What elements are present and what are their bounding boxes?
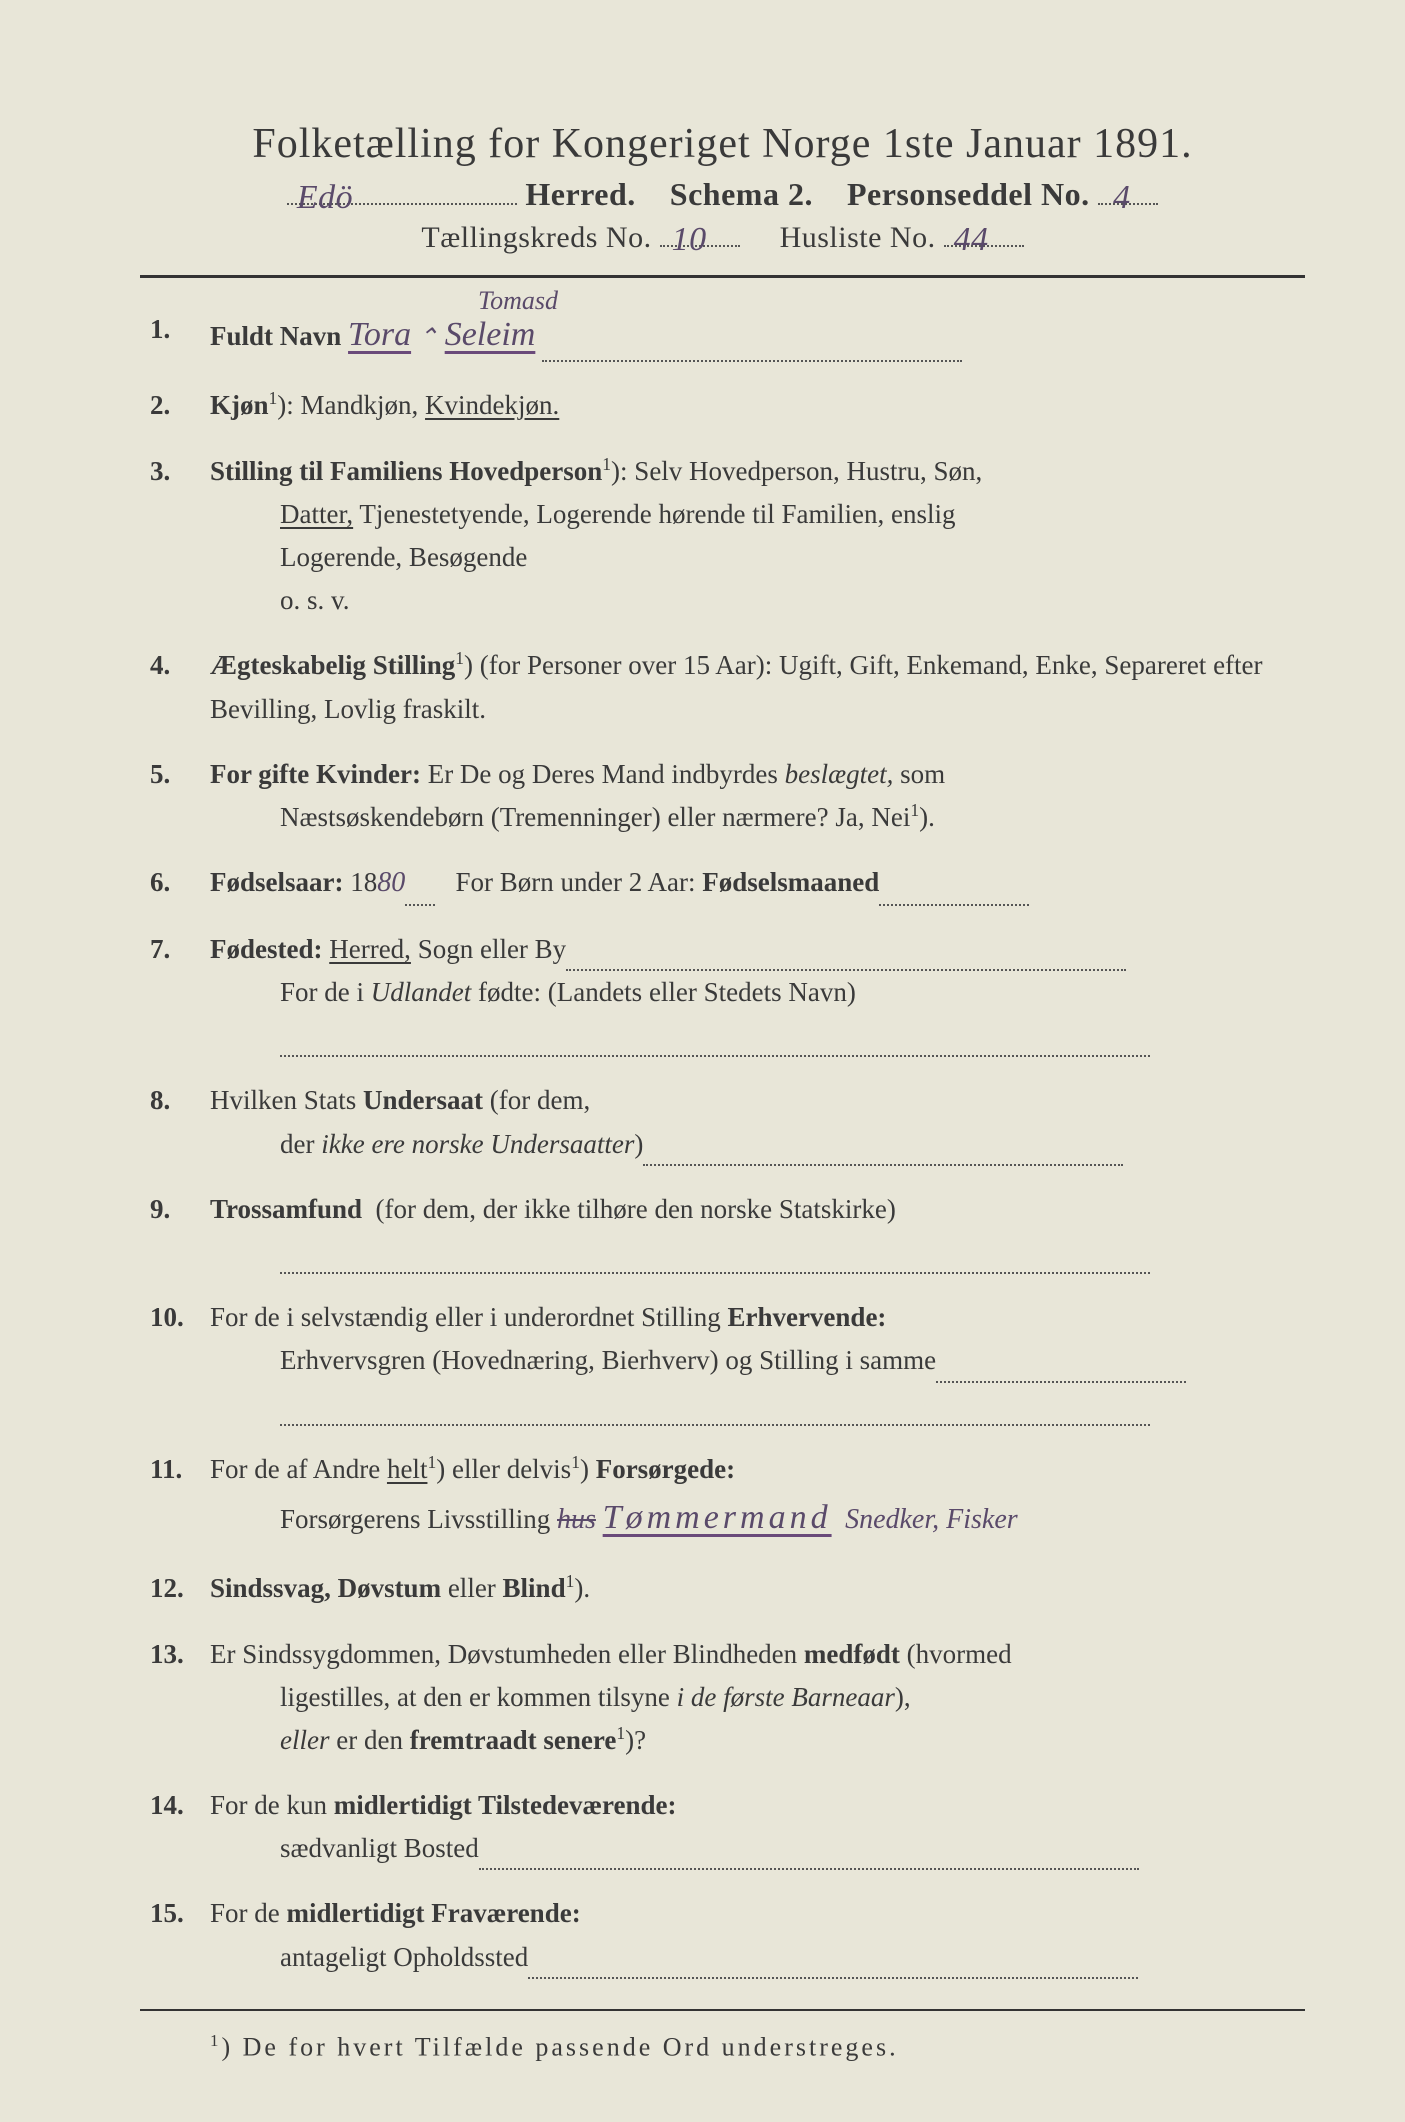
- form-title: Folketælling for Kongeriget Norge 1ste J…: [140, 120, 1305, 168]
- q4-label: Ægteskabelig Stilling: [210, 650, 455, 680]
- q2-label: Kjøn: [210, 390, 269, 420]
- q1-name-last: Seleim: [445, 316, 536, 353]
- footnote: 1) De for hvert Tilfælde passende Ord un…: [140, 2031, 1305, 2063]
- header-rule: [140, 275, 1305, 278]
- kreds-value: 10: [672, 221, 707, 259]
- q15: For de midlertidigt Fraværende: antageli…: [140, 1892, 1305, 1978]
- form-questions: Fuldt Navn Tomasd Tora ⌃ Seleim Kjøn1): …: [140, 308, 1305, 1979]
- q7-label: Fødested:: [210, 934, 322, 964]
- form-header: Folketælling for Kongeriget Norge 1ste J…: [140, 120, 1305, 255]
- q11-hw-main: Tømmermand: [603, 1499, 832, 1536]
- q4-paren: (for Personer over 15 Aar):: [480, 650, 772, 680]
- kreds-label: Tællingskreds No.: [421, 221, 651, 254]
- husliste-value: 44: [954, 221, 989, 259]
- q11: For de af Andre helt1) eller delvis1) Fo…: [140, 1448, 1305, 1546]
- header-line3: Tællingskreds No. 10 Husliste No. 44: [140, 221, 1305, 255]
- q12: Sindssvag, Døvstum eller Blind1).: [140, 1567, 1305, 1610]
- q1-name-first: Tora: [348, 316, 411, 353]
- q14: For de kun midlertidigt Tilstedeværende:…: [140, 1784, 1305, 1870]
- q12-label: Sindssvag, Døvstum: [210, 1573, 441, 1603]
- q11-hw-struck: hus: [557, 1504, 596, 1535]
- footer-rule: [140, 2009, 1305, 2011]
- husliste-blank: 44: [944, 221, 1024, 255]
- q9-label: Trossamfund: [210, 1194, 362, 1224]
- q3-datter: Datter,: [280, 499, 353, 529]
- q5: For gifte Kvinder: Er De og Deres Mand i…: [140, 753, 1305, 839]
- q5-label: For gifte Kvinder:: [210, 759, 421, 789]
- herred-label: Herred.: [525, 176, 635, 212]
- q10: For de i selvstændig eller i underordnet…: [140, 1296, 1305, 1426]
- q1-caret: ⌃: [418, 325, 438, 351]
- q6-year: 80: [377, 867, 405, 898]
- q3-line3: Logerende, Besøgende: [210, 536, 1305, 579]
- schema-label: Schema 2.: [670, 176, 813, 212]
- q9: Trossamfund (for dem, der ikke tilhøre d…: [140, 1188, 1305, 1274]
- header-line2: Edö Herred. Schema 2. Personseddel No. 4: [287, 176, 1158, 213]
- q2: Kjøn1): Mandkjøn, Kvindekjøn.: [140, 384, 1305, 427]
- q4: Ægteskabelig Stilling1) (for Personer ov…: [140, 644, 1305, 730]
- q2-opt-m: Mandkjøn,: [301, 390, 419, 420]
- herred-value: Edö: [297, 179, 353, 217]
- q1-label: Fuldt Navn: [210, 321, 341, 351]
- q11-hw-extra: Snedker, Fisker: [845, 1504, 1018, 1535]
- husliste-label: Husliste No.: [780, 221, 936, 254]
- footnote-text: De for hvert Tilfælde passende Ord under…: [243, 2032, 899, 2061]
- q3-label: Stilling til Familiens Hovedperson: [210, 456, 602, 486]
- herred-blank: Edö: [287, 176, 517, 213]
- personseddel-label: Personseddel No.: [847, 176, 1090, 212]
- q1: Fuldt Navn Tomasd Tora ⌃ Seleim: [140, 308, 1305, 362]
- q2-opt-k: Kvindekjøn.: [425, 390, 559, 420]
- q3-line1: Selv Hovedperson, Hustru, Søn,: [634, 456, 982, 486]
- q8: Hvilken Stats Undersaat (for dem, der ik…: [140, 1079, 1305, 1165]
- q3-osv: o. s. v.: [210, 579, 1305, 622]
- q7: Fødested: Herred, Sogn eller By For de i…: [140, 928, 1305, 1058]
- census-form-page: Folketælling for Kongeriget Norge 1ste J…: [0, 0, 1405, 2122]
- q6-label: Fødselsaar:: [210, 867, 343, 897]
- personseddel-blank: 4: [1098, 176, 1158, 213]
- q6: Fødselsaar: 1880 For Børn under 2 Aar: F…: [140, 861, 1305, 906]
- q13: Er Sindssygdommen, Døvstumheden eller Bl…: [140, 1633, 1305, 1763]
- q7-herred: Herred,: [329, 934, 411, 964]
- kreds-blank: 10: [660, 221, 740, 255]
- q3: Stilling til Familiens Hovedperson1): Se…: [140, 450, 1305, 623]
- personseddel-value: 4: [1113, 179, 1131, 217]
